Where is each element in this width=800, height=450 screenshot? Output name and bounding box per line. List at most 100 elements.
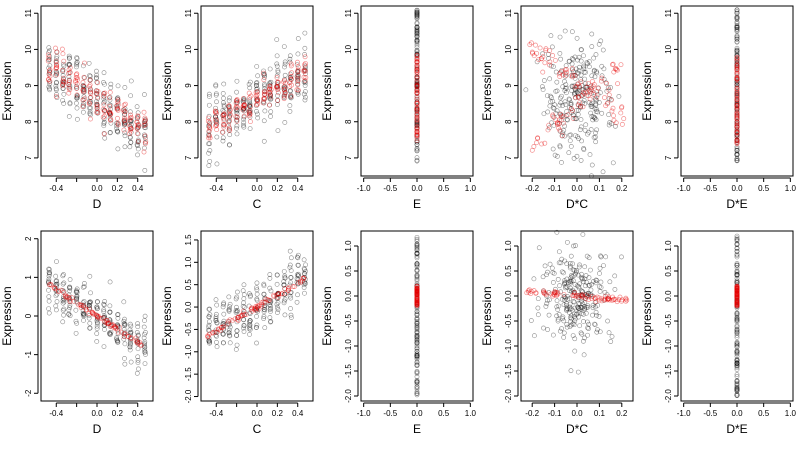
observed-point [53,293,59,299]
fitted-point [579,92,585,98]
observed-point [734,10,740,16]
observed-point [596,41,602,47]
fitted-point [734,58,740,64]
observed-point [74,56,80,61]
fitted-point [734,107,740,113]
fitted-point [205,118,211,124]
observed-point [254,280,260,286]
observed-point [550,98,556,104]
fitted-point [115,120,121,126]
observed-point [81,89,87,95]
observed-point [80,102,86,108]
fitted-point [66,82,72,88]
observed-point [54,95,60,101]
observed-point [566,59,572,65]
points [205,30,309,168]
observed-point [66,62,72,68]
observed-point [282,84,288,90]
observed-point [607,120,613,125]
observed-point [107,115,113,121]
fitted-point [734,137,740,143]
observed-point [577,323,583,329]
fitted-point [552,57,558,63]
observed-point [414,81,420,87]
observed-point [233,347,239,352]
observed-point [101,94,107,99]
observed-point [734,16,740,22]
observed-point [734,78,740,84]
observed-point [241,98,247,103]
observed-point [234,78,240,84]
observed-point [414,21,420,27]
x-tick-label: -0.5 [703,409,717,418]
observed-point [135,121,141,127]
fitted-point [595,85,601,91]
observed-point [66,74,72,80]
fitted-point [127,123,133,129]
observed-point [81,311,87,317]
observed-point [551,271,557,276]
observed-point [414,82,420,87]
observed-point [612,287,618,292]
fitted-point [128,112,133,118]
observed-point [213,92,219,98]
observed-point [66,311,72,317]
observed-point [66,77,72,83]
fitted-point [80,97,86,103]
observed-point [254,86,260,92]
observed-point [562,133,568,139]
panel-9: -0.2 -0.1 0.0 0.1 0.2-2.0-1.5-1.0-0.50.00.51… [480,229,634,436]
observed-point [584,85,590,90]
fitted-point [734,67,740,73]
observed-point [574,70,580,76]
fitted-point [102,113,107,119]
observed-point [593,130,598,136]
fitted-point [212,108,218,114]
observed-point [233,109,239,115]
observed-point [592,115,598,121]
observed-point [220,108,226,113]
observed-point [414,25,420,31]
fitted-point [254,89,260,95]
observed-point [282,90,288,96]
observed-point [414,122,420,128]
fitted-point [294,87,300,93]
observed-point [734,33,740,39]
observed-point [54,278,60,284]
observed-point [74,289,79,295]
fitted-point [734,82,740,87]
observed-point [550,270,556,275]
observed-point [414,93,420,99]
fitted-point [73,78,79,84]
observed-point [122,109,128,114]
fitted-point [261,77,267,83]
observed-point [122,112,127,118]
observed-point [95,316,101,322]
observed-point [73,330,79,336]
observed-point [597,289,603,294]
observed-point [46,276,52,282]
observed-point [60,79,66,85]
observed-point [414,28,420,34]
fitted-point [221,115,227,121]
observed-point [53,307,59,313]
observed-point [414,7,420,13]
observed-point [557,121,562,126]
fitted-point [268,94,273,100]
y-tick-label: 8 [344,119,353,124]
observed-point [414,120,420,125]
fitted-point [734,116,740,122]
observed-point [53,69,59,74]
fitted-point [301,68,307,74]
observed-point [573,95,578,101]
observed-point [268,92,273,98]
observed-point [67,70,73,76]
observed-point [535,305,541,311]
observed-point [553,69,559,75]
observed-point [94,79,100,85]
observed-point [592,67,597,73]
observed-point [734,63,740,69]
observed-point [414,114,420,120]
fitted-point [107,111,113,117]
